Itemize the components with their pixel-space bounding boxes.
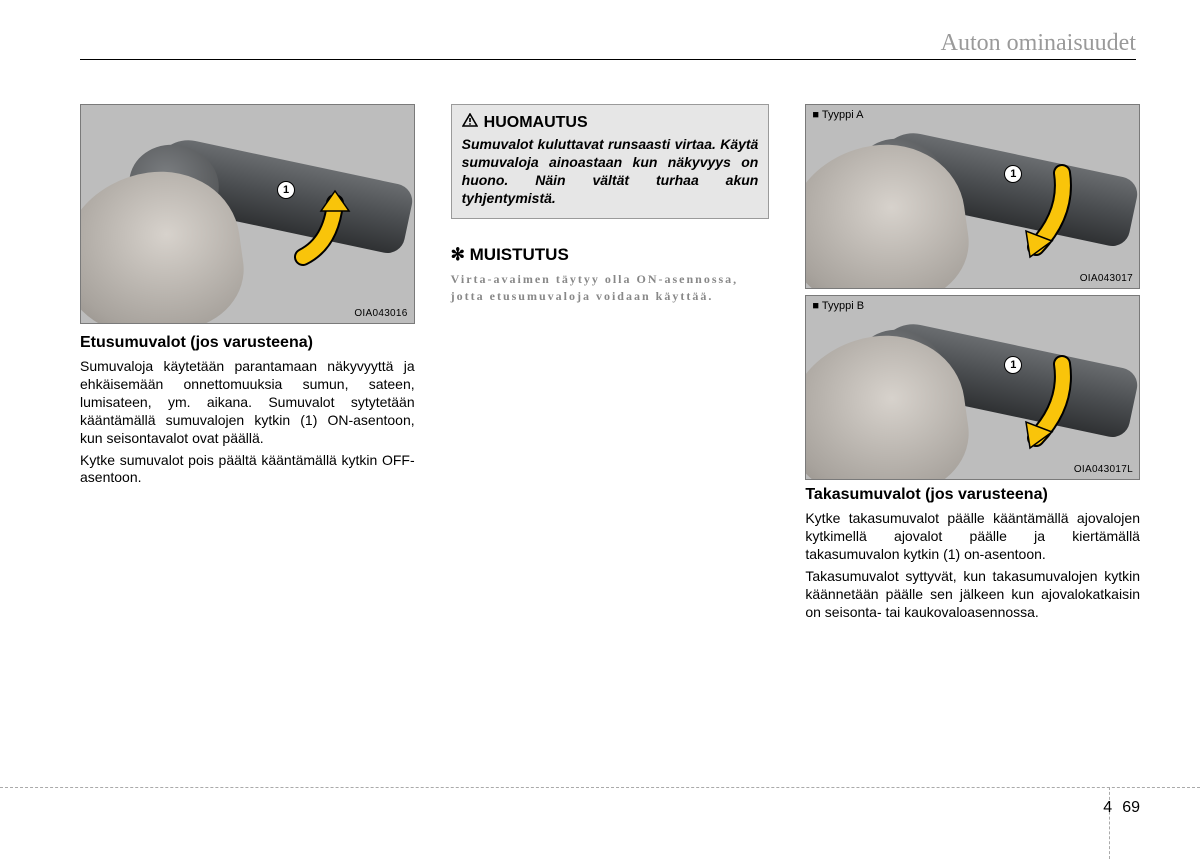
stalk-illustration: 1 — [81, 105, 414, 323]
image-code: OIA043016 — [354, 308, 407, 319]
page-footer: 4 69 — [0, 787, 1200, 817]
reminder-title: ✻ MUISTUTUS — [451, 245, 770, 265]
para: Kytke sumuvalot pois päältä kääntämäl­lä… — [80, 452, 415, 488]
stalk-illustration: 1 — [806, 296, 1139, 479]
page-number-value: 69 — [1122, 799, 1140, 817]
column-right: ■ Tyyppi A 1 OIA043017 ■ Tyyppi B — [805, 104, 1140, 625]
star-icon: ✻ — [451, 245, 465, 264]
para: Takasumuvalot syttyvät, kun takasumu­val… — [805, 568, 1140, 622]
notice-title-text: HUOMAUTUS — [484, 114, 588, 132]
column-middle: HUOMAUTUS Sumuvalot kuluttavat runsaasti… — [451, 104, 770, 625]
para: Sumuvaloja käytetään parantamaan näky­vy… — [80, 358, 415, 448]
heading-front-fog: Etusumuvalot (jos varusteena) — [80, 334, 415, 352]
page-number: 4 69 — [1103, 799, 1140, 817]
footer-vline — [1109, 787, 1110, 859]
figure-rear-fog-a: ■ Tyyppi A 1 OIA043017 — [805, 104, 1140, 289]
image-code: OIA043017L — [1074, 464, 1133, 475]
notice-box: HUOMAUTUS Sumuvalot kuluttavat runsaasti… — [451, 104, 770, 219]
body-rear-fog: Kytke takasumuvalot päälle kääntämällä a… — [805, 510, 1140, 621]
body-front-fog: Sumuvaloja käytetään parantamaan näky­vy… — [80, 358, 415, 487]
notice-title: HUOMAUTUS — [462, 113, 759, 132]
figure-rear-fog-b: ■ Tyyppi B 1 OIA043017L — [805, 295, 1140, 480]
rotate-arrow-up-icon — [291, 185, 361, 275]
stalk-illustration: 1 — [806, 105, 1139, 288]
image-code: OIA043017 — [1080, 273, 1133, 284]
page-header: Auton ominaisuudet — [80, 30, 1140, 60]
content-columns: 1 OIA043016 Etusumuvalot (jos varusteena… — [80, 104, 1140, 625]
notice-body: Sumuvalot kuluttavat runsaasti vir­taa. … — [462, 136, 759, 208]
figure-front-fog: 1 OIA043016 — [80, 104, 415, 324]
para: Kytke takasumuvalot päälle kääntämällä a… — [805, 510, 1140, 564]
rotate-arrow-down-icon — [1022, 163, 1092, 263]
heading-rear-fog: Takasumuvalot (jos varusteena) — [805, 486, 1140, 504]
chapter-number: 4 — [1103, 799, 1112, 817]
section-title: Auton ominaisuudet — [80, 30, 1136, 57]
column-left: 1 OIA043016 Etusumuvalot (jos varusteena… — [80, 104, 415, 625]
reminder-body: Virta-avaimen täytyy olla ON-asennossa, … — [451, 271, 770, 306]
reminder-title-text: MUISTUTUS — [470, 245, 569, 264]
manual-page: Auton ominaisuudet 1 OIA043016 — [0, 0, 1200, 845]
rotate-arrow-down-icon — [1022, 354, 1092, 454]
header-divider — [80, 59, 1136, 60]
warning-icon — [462, 113, 478, 132]
footer-dashed-line — [0, 787, 1200, 788]
